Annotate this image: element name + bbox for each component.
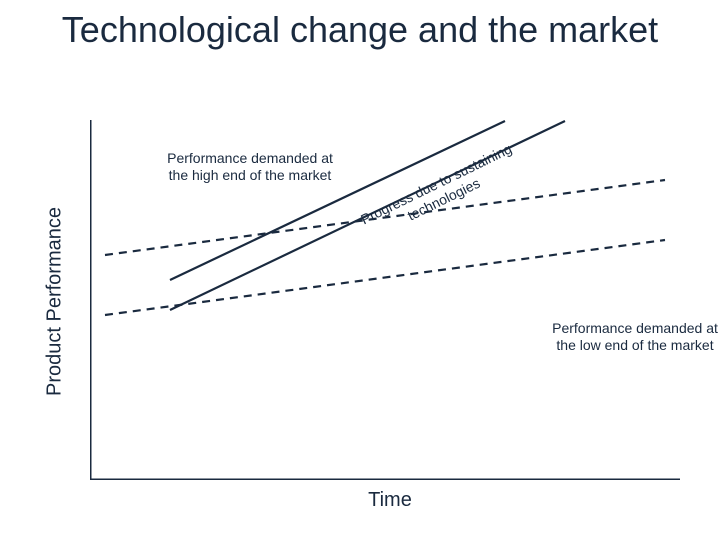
plot-area: Performance demanded at the high end of …: [90, 120, 680, 480]
annotation-high-end: Performance demanded at the high end of …: [165, 150, 335, 184]
slide-title: Technological change and the market: [0, 0, 720, 50]
y-axis-label: Product Performance: [44, 127, 67, 477]
low-end-demand-line: [105, 240, 665, 315]
annotation-low-end: Performance demanded at the low end of t…: [550, 320, 720, 354]
slide: Technological change and the market Prod…: [0, 0, 720, 540]
x-axis-label: Time: [30, 489, 690, 512]
chart-area: Product Performance Performance demanded…: [30, 120, 690, 510]
